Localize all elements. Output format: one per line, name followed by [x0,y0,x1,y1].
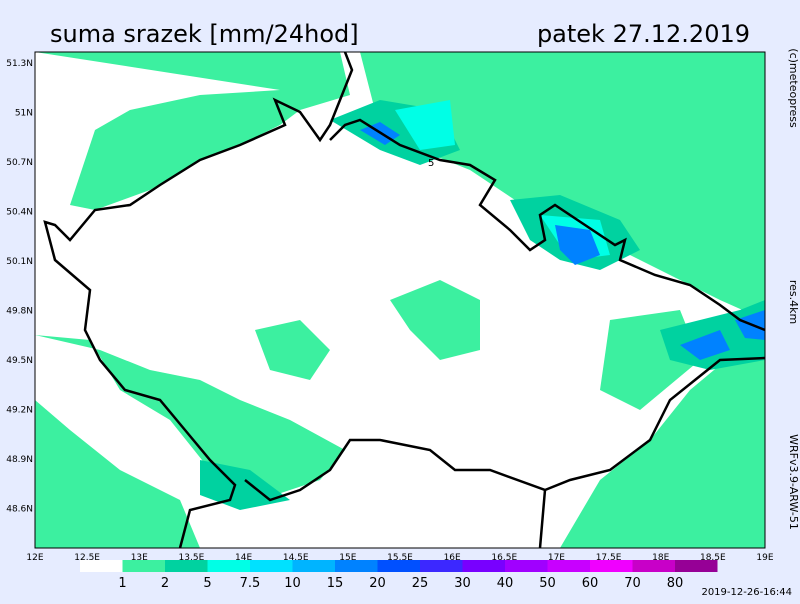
lon-label: 16E [444,553,461,563]
lat-label: 51.3N [6,59,33,69]
legend-label: 50 [539,576,556,591]
legend-label: 30 [454,576,471,591]
legend-swatch [420,560,463,572]
legend-label: 60 [582,576,599,591]
resolution: res.4km [787,280,800,324]
map-frame [34,51,766,549]
legend-swatch [590,560,633,572]
lon-label: 13E [131,553,148,563]
legend-swatch [377,560,420,572]
legend-swatch [80,560,123,572]
date: patek 27.12.2019 [537,20,750,48]
lon-label: 12.5E [74,553,100,563]
lat-label: 50.1N [6,257,33,267]
lat-label: 49.8N [6,307,33,317]
copyright: (c)meteopress [787,48,800,128]
lon-label: 17.5E [596,553,622,563]
legend: 1 2 5 7.5 10 15 20 25 30 40 50 60 70 80 [80,560,718,591]
legend-label: 25 [412,576,429,591]
legend-label: 20 [369,576,386,591]
legend-swatch [505,560,548,572]
lon-label: 15.5E [387,553,413,563]
lat-labels: 51.3N 51N 50.7N 50.4N 50.1N 49.8N 49.5N 49.2N 48… [6,59,33,515]
map: 5 [34,51,766,549]
lon-labels: 12E 12.5E 13E 13.5E 14E 14.5E 15E 15.5E 16E 16.5E… [26,553,773,563]
border [43,51,766,549]
lon-label: 18E [652,553,669,563]
legend-label: 70 [624,576,641,591]
timestamp: 2019-12-26-16:44 [701,587,792,598]
lon-label: 14.5E [283,553,309,563]
legend-label: 1 [118,576,126,591]
lon-label: 18.5E [700,553,726,563]
legend-label: 5 [203,576,211,591]
lon-label: 19E [756,553,773,563]
legend-swatch [122,560,165,572]
legend-swatch [547,560,590,572]
legend-swatch [292,560,335,572]
model: WRFv3.9-ARW-51 [787,434,800,530]
title: suma srazek [mm/24hod] [50,20,359,48]
lon-label: 13.5E [179,553,205,563]
lat-label: 50.4N [6,208,33,218]
lon-label: 14E [235,553,252,563]
lat-label: 49.5N [6,356,33,366]
lat-label: 50.7N [6,158,33,168]
lon-label: 17E [548,553,565,563]
legend-swatch [207,560,250,572]
lon-label: 12E [26,553,43,563]
legend-label: 10 [284,576,301,591]
legend-label: 15 [327,576,344,591]
legend-swatch [632,560,675,572]
legend-label: 40 [497,576,514,591]
legend-swatch [335,560,378,572]
lat-label: 48.9N [6,455,33,465]
legend-label: 7.5 [240,576,261,591]
lon-label: 15E [339,553,356,563]
lat-label: 49.2N [6,406,33,416]
legend-swatch [250,560,293,572]
lat-label: 51N [15,109,33,119]
lon-label: 16.5E [491,553,517,563]
legend-swatch [675,560,718,572]
legend-swatch [462,560,505,572]
legend-label: 2 [161,576,169,591]
lat-label: 48.6N [6,505,33,515]
contour-label: 5 [428,158,434,169]
legend-label: 80 [667,576,684,591]
legend-swatch [165,560,208,572]
